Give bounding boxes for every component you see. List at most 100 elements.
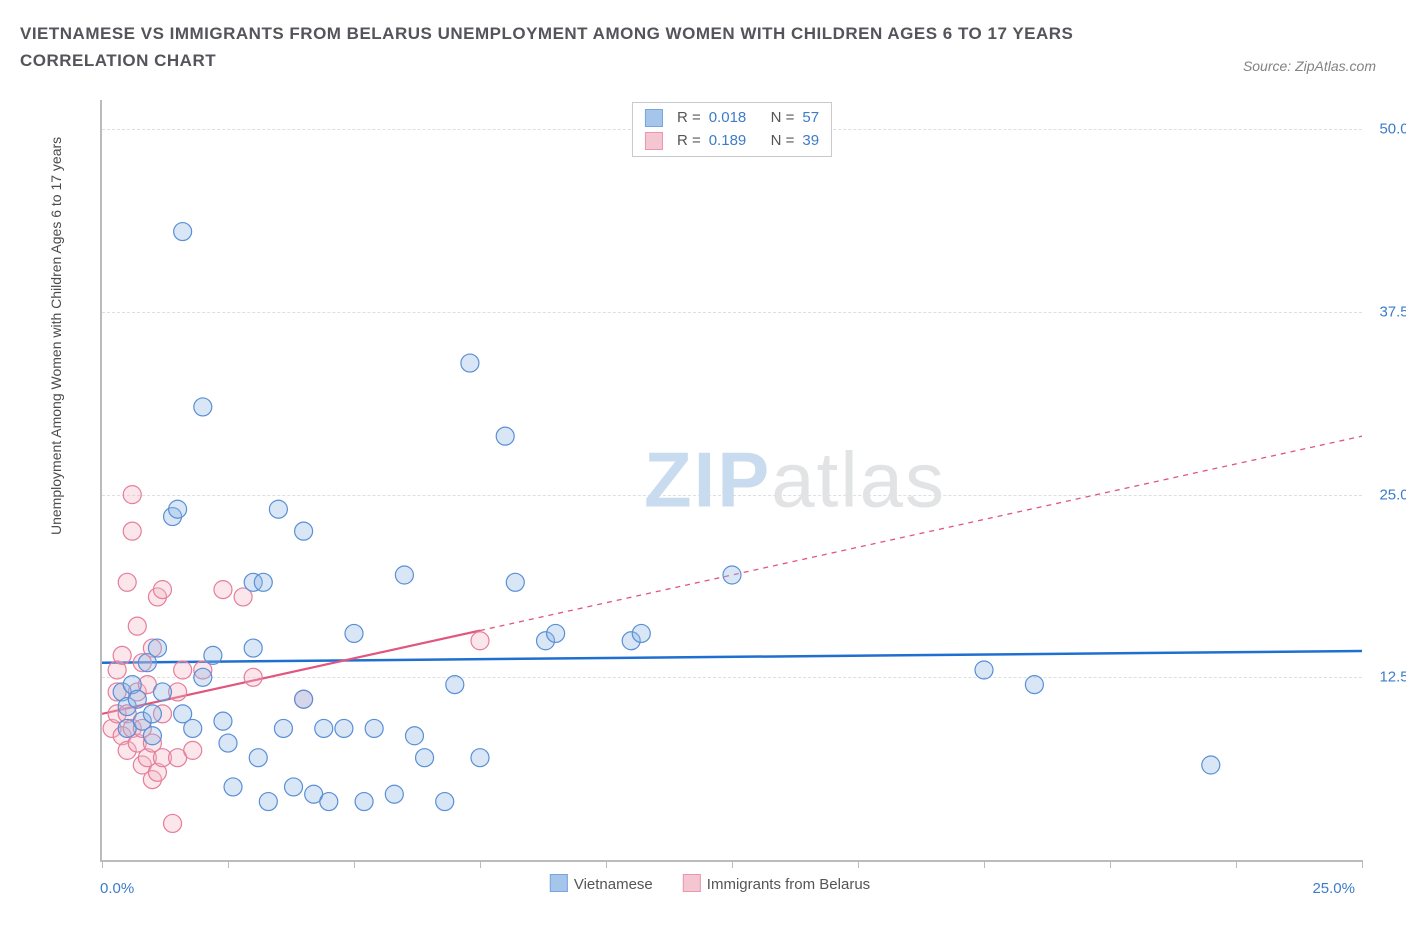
- correlation-legend-row: R = 0.018 N = 57: [645, 107, 819, 130]
- data-point: [320, 793, 338, 811]
- data-point: [274, 719, 292, 737]
- data-point: [416, 749, 434, 767]
- trend-line-dashed: [480, 436, 1362, 630]
- data-point: [118, 573, 136, 591]
- data-point: [1202, 756, 1220, 774]
- data-point: [194, 398, 212, 416]
- legend-n-label: N =: [771, 107, 795, 130]
- x-tick-mark: [1236, 860, 1237, 868]
- legend-n-value: 39: [802, 130, 819, 153]
- y-axis-label: Unemployment Among Women with Children A…: [48, 137, 64, 535]
- data-point: [214, 581, 232, 599]
- data-point: [224, 778, 242, 796]
- data-point: [446, 676, 464, 694]
- data-point: [123, 486, 141, 504]
- series-legend-item: Immigrants from Belarus: [683, 874, 870, 893]
- data-point: [249, 749, 267, 767]
- legend-n-value: 57: [802, 107, 819, 130]
- data-point: [194, 668, 212, 686]
- chart-title-line1: VIETNAMESE VS IMMIGRANTS FROM BELARUS UN…: [20, 20, 1073, 47]
- data-point: [547, 624, 565, 642]
- data-point: [143, 727, 161, 745]
- series-legend: Vietnamese Immigrants from Belarus: [550, 874, 870, 893]
- data-point: [285, 778, 303, 796]
- legend-swatch: [550, 874, 568, 892]
- x-tick-mark: [1110, 860, 1111, 868]
- series-legend-item: Vietnamese: [550, 874, 653, 893]
- data-point: [174, 661, 192, 679]
- data-point: [496, 427, 514, 445]
- x-tick-left: 0.0%: [100, 880, 134, 897]
- legend-r-value: 0.018: [709, 107, 747, 130]
- x-tick-mark: [480, 860, 481, 868]
- data-point: [128, 690, 146, 708]
- data-point: [164, 814, 182, 832]
- x-tick-right: 25.0%: [1312, 880, 1355, 897]
- chart-container: Unemployment Among Women with Children A…: [40, 95, 1380, 895]
- chart-title-block: VIETNAMESE VS IMMIGRANTS FROM BELARUS UN…: [20, 20, 1073, 74]
- x-tick-mark: [732, 860, 733, 868]
- x-tick-mark: [606, 860, 607, 868]
- data-point: [204, 646, 222, 664]
- data-point: [345, 624, 363, 642]
- data-point: [128, 617, 146, 635]
- y-tick-label: 12.5%: [1367, 669, 1406, 686]
- data-point: [153, 683, 171, 701]
- data-point: [184, 719, 202, 737]
- legend-swatch: [645, 132, 663, 150]
- series-legend-label: Vietnamese: [574, 876, 653, 893]
- x-tick-mark: [102, 860, 103, 868]
- data-point: [385, 785, 403, 803]
- data-point: [143, 705, 161, 723]
- data-point: [153, 581, 171, 599]
- data-point: [244, 639, 262, 657]
- trend-line-solid: [102, 651, 1362, 663]
- data-point: [148, 639, 166, 657]
- data-point: [471, 632, 489, 650]
- data-point: [975, 661, 993, 679]
- plot-area: ZIPatlas R = 0.018 N = 57R = 0.189 N = 3…: [100, 100, 1362, 862]
- series-legend-label: Immigrants from Belarus: [707, 876, 870, 893]
- data-point: [113, 646, 131, 664]
- legend-r-value: 0.189: [709, 130, 747, 153]
- data-point: [1025, 676, 1043, 694]
- data-point: [436, 793, 454, 811]
- data-point: [315, 719, 333, 737]
- x-tick-mark: [354, 860, 355, 868]
- data-point: [471, 749, 489, 767]
- data-point: [184, 741, 202, 759]
- legend-r-label: R =: [677, 130, 701, 153]
- data-point: [123, 522, 141, 540]
- data-point: [405, 727, 423, 745]
- data-point: [632, 624, 650, 642]
- data-point: [335, 719, 353, 737]
- x-tick-mark: [1362, 860, 1363, 868]
- data-point: [259, 793, 277, 811]
- legend-n-label: N =: [771, 130, 795, 153]
- y-tick-label: 50.0%: [1367, 121, 1406, 138]
- data-point: [506, 573, 524, 591]
- data-point: [295, 522, 313, 540]
- data-point: [723, 566, 741, 584]
- data-point: [214, 712, 232, 730]
- data-point: [295, 690, 313, 708]
- plot-svg: [102, 100, 1362, 860]
- y-tick-label: 25.0%: [1367, 486, 1406, 503]
- chart-title-line2: CORRELATION CHART: [20, 47, 1073, 74]
- legend-swatch: [683, 874, 701, 892]
- data-point: [395, 566, 413, 584]
- x-tick-mark: [984, 860, 985, 868]
- data-point: [254, 573, 272, 591]
- data-point: [219, 734, 237, 752]
- data-point: [355, 793, 373, 811]
- source-attribution: Source: ZipAtlas.com: [1243, 58, 1376, 74]
- data-point: [461, 354, 479, 372]
- data-point: [169, 500, 187, 518]
- correlation-legend: R = 0.018 N = 57R = 0.189 N = 39: [632, 102, 832, 157]
- x-tick-mark: [228, 860, 229, 868]
- data-point: [244, 668, 262, 686]
- y-tick-label: 37.5%: [1367, 303, 1406, 320]
- legend-r-label: R =: [677, 107, 701, 130]
- data-point: [174, 223, 192, 241]
- correlation-legend-row: R = 0.189 N = 39: [645, 130, 819, 153]
